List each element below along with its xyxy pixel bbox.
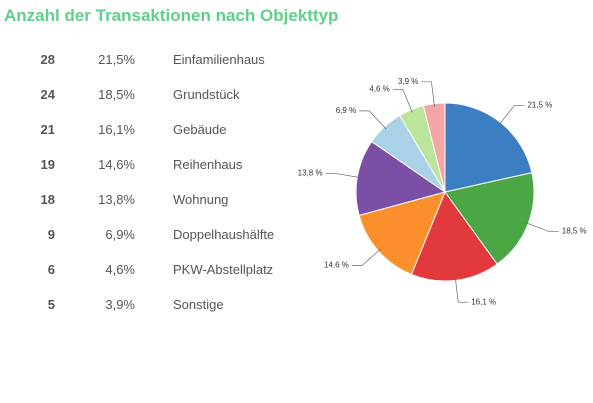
table-row: 5 3,9% Sonstige <box>10 287 283 322</box>
data-label: 4,6 % <box>369 84 389 93</box>
percent: 13,8% <box>98 192 135 207</box>
category: PKW-Abstellplatz <box>173 262 274 277</box>
count: 5 <box>47 297 55 312</box>
category: Gebäude <box>173 122 227 137</box>
leader-line <box>498 105 525 126</box>
leader-line <box>421 81 435 107</box>
percent: 4,6% <box>105 262 135 277</box>
count: 24 <box>40 87 55 102</box>
count: 9 <box>47 227 55 242</box>
category: Reihenhaus <box>173 157 243 172</box>
data-label: 21,5 % <box>527 101 552 110</box>
category: Wohnung <box>173 192 229 207</box>
table-row: 19 14,6% Reihenhaus <box>10 147 283 182</box>
table-row: 28 21,5% Einfamilienhaus <box>10 42 283 77</box>
percent: 21,5% <box>98 52 135 67</box>
data-label: 16,1 % <box>471 297 496 306</box>
leader-line <box>359 110 387 130</box>
table-row: 24 18,5% Grundstück <box>10 77 283 112</box>
leader-line <box>325 173 361 178</box>
data-label: 18,5 % <box>562 227 587 236</box>
leader-line <box>351 248 381 266</box>
count: 18 <box>40 192 55 207</box>
percent: 18,5% <box>98 87 135 102</box>
leader-line <box>392 88 413 113</box>
count: 19 <box>40 157 55 172</box>
leader-line <box>454 277 469 303</box>
percent: 16,1% <box>98 122 135 137</box>
table-row: 18 13,8% Wohnung <box>10 182 283 217</box>
percent: 14,6% <box>98 157 135 172</box>
chart-title: Anzahl der Transaktionen nach Objekttyp <box>4 6 339 25</box>
count: 21 <box>40 122 55 137</box>
count: 6 <box>47 262 55 277</box>
data-label: 14,6 % <box>324 261 349 270</box>
category: Doppelhaushälfte <box>173 227 275 242</box>
table-row: 21 16,1% Gebäude <box>10 112 283 147</box>
table-row: 9 6,9% Doppelhaushälfte <box>10 217 283 252</box>
category: Sonstige <box>173 297 224 312</box>
category: Einfamilienhaus <box>173 52 265 67</box>
category: Grundstück <box>173 87 240 102</box>
leader-line <box>525 222 559 232</box>
count: 28 <box>40 52 55 67</box>
data-label: 13,8 % <box>298 169 323 178</box>
data-label: 3,9 % <box>398 77 418 86</box>
percent: 6,9% <box>105 227 135 242</box>
legend-table: 28 21,5% Einfamilienhaus 24 18,5% Grundstück 2… <box>10 42 283 322</box>
percent: 3,9% <box>105 297 135 312</box>
data-label: 6,9 % <box>336 106 356 115</box>
table-row: 6 4,6% PKW-Abstellplatz <box>10 252 283 287</box>
